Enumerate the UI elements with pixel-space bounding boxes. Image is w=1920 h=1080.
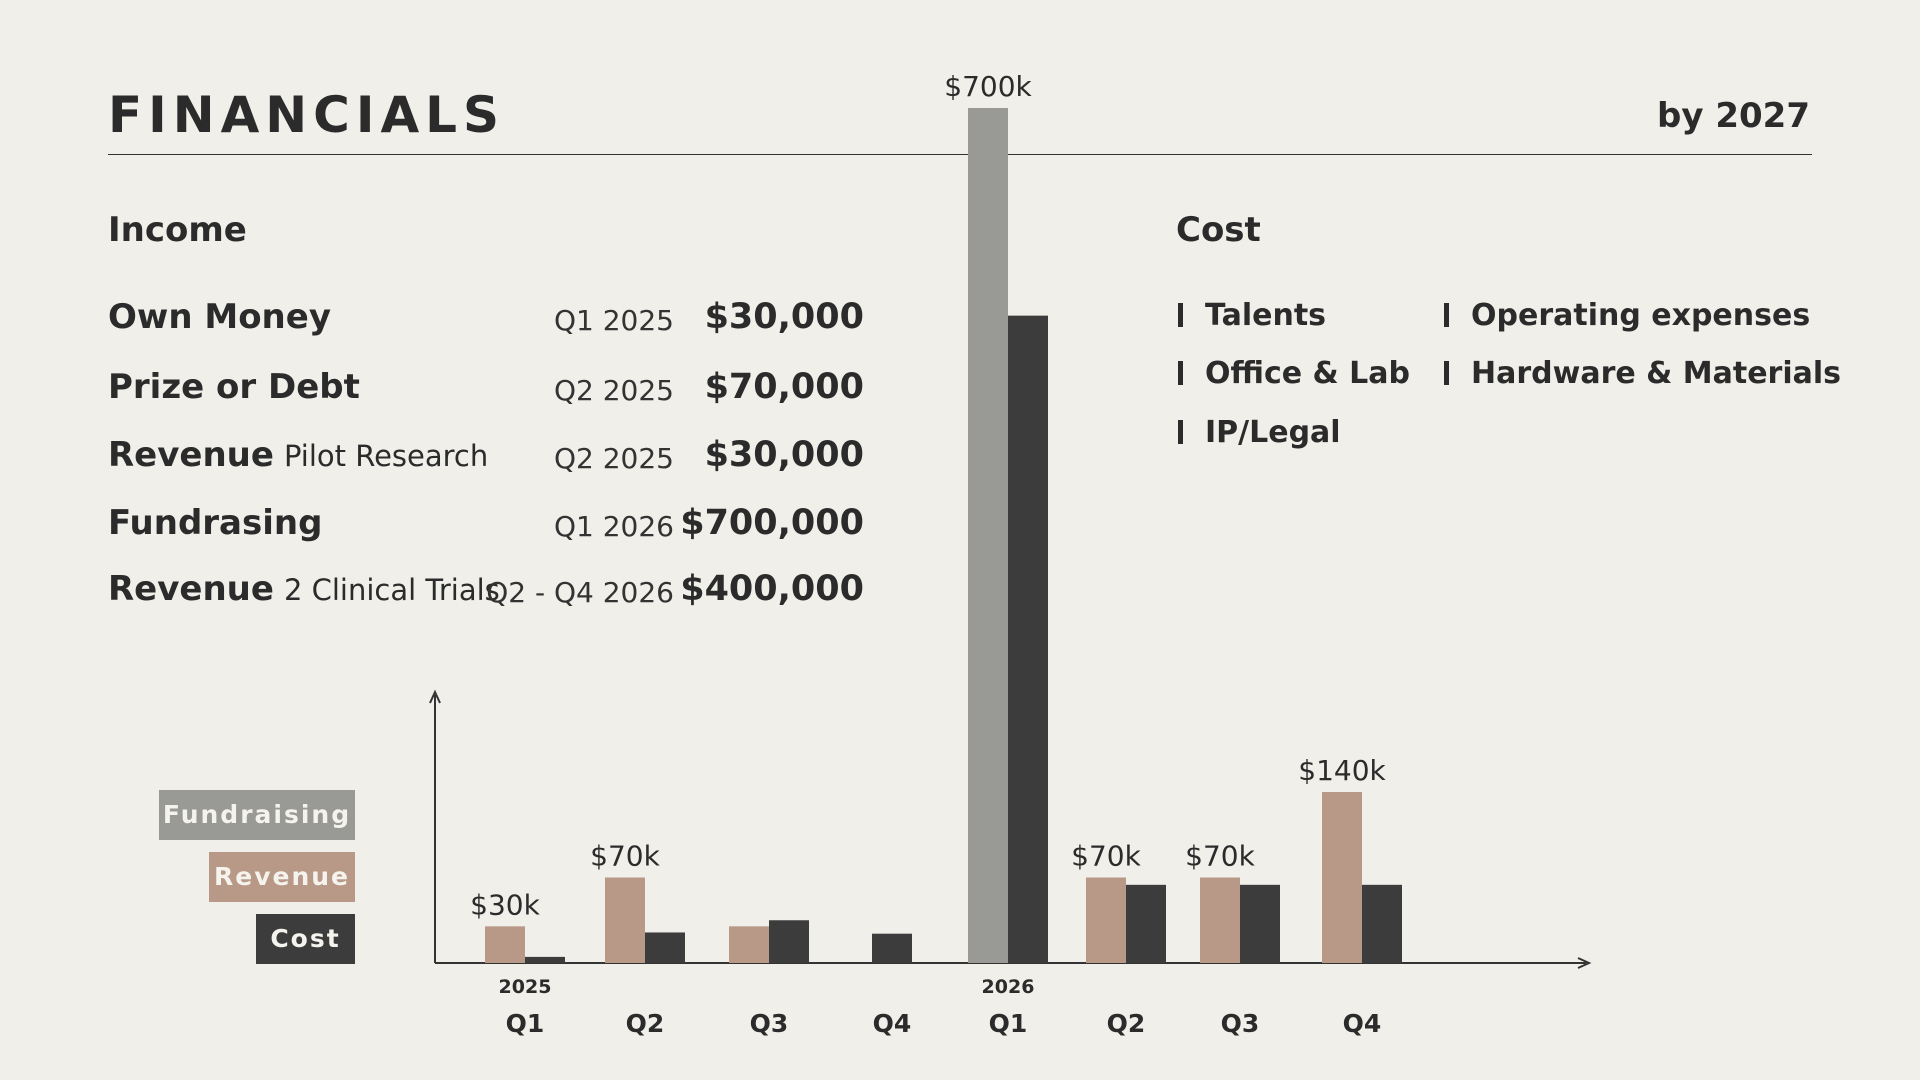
income-period: Q1 2026 [553, 510, 674, 543]
page-subtitle: by 2027 [1657, 96, 1810, 136]
cost-item-hardware: Hardware & Materials [1444, 356, 1841, 391]
income-label: Prize or Debt [108, 367, 360, 407]
revenue-bar [1086, 877, 1126, 963]
data-label: $700k [944, 70, 1032, 103]
income-amount: $30,000 [704, 297, 864, 337]
cost-bar [872, 933, 912, 963]
fundraising-bar [968, 108, 1008, 963]
cost-bar [645, 932, 685, 963]
income-row: Own Money Q1 2025 $30,000 [108, 293, 864, 343]
x-tick-label: Q2 [626, 1009, 665, 1038]
revenue-bar [1322, 792, 1362, 963]
income-period: Q2 - Q4 2026 [486, 576, 674, 609]
income-heading: Income [108, 210, 247, 250]
revenue-bar [729, 926, 769, 963]
legend-cost: Cost [256, 914, 355, 964]
income-label: Fundrasing [108, 503, 323, 543]
bullet-bar-icon [1444, 303, 1449, 327]
x-tick-label: Q3 [1221, 1009, 1260, 1038]
year-label: 2025 [499, 976, 552, 998]
income-note: 2 Clinical Trials [283, 573, 500, 607]
income-row: Revenue 2 Clinical Trials Q2 - Q4 2026 $4… [108, 565, 864, 615]
x-tick-label: Q1 [989, 1009, 1028, 1038]
cost-bar [1362, 884, 1402, 963]
data-label: $70k [1185, 840, 1255, 873]
income-amount: $70,000 [704, 367, 864, 407]
cost-bar [1008, 315, 1048, 964]
cost-item-talents: Talents [1178, 298, 1326, 333]
income-row: Revenue Pilot Research Q2 2025 $30,000 [108, 431, 864, 481]
revenue-bar [605, 877, 645, 963]
income-note: Pilot Research [283, 439, 489, 473]
bullet-bar-icon [1178, 303, 1183, 327]
data-label: $30k [470, 888, 540, 921]
income-row: Prize or Debt Q2 2025 $70,000 [108, 363, 864, 413]
income-period: Q2 2025 [553, 374, 674, 407]
income-amount: $30,000 [704, 435, 864, 475]
data-label: $70k [1071, 840, 1141, 873]
income-label: Revenue Pilot Research [108, 435, 489, 475]
legend-revenue: Revenue [209, 852, 355, 902]
y-axis-arrow-icon [429, 689, 441, 704]
cost-item-office: Office & Lab [1178, 356, 1410, 391]
income-period: Q2 2025 [553, 442, 674, 475]
page-title: FINANCIALS [108, 86, 506, 144]
cost-bar [769, 920, 809, 963]
bullet-bar-icon [1444, 361, 1449, 385]
x-tick-label: Q4 [1343, 1009, 1382, 1038]
x-tick-label: Q2 [1107, 1009, 1146, 1038]
cost-bar [1240, 884, 1280, 963]
revenue-bar [1200, 877, 1240, 963]
cost-bar [525, 956, 565, 963]
legend-fundraising: Fundraising [159, 790, 355, 840]
revenue-bar [485, 926, 525, 963]
cost-item-iplegal: IP/Legal [1178, 415, 1341, 450]
cost-bar [1126, 884, 1166, 963]
data-label: $140k [1298, 754, 1386, 787]
bullet-bar-icon [1178, 361, 1183, 385]
x-axis-arrow-icon [1577, 957, 1592, 969]
income-label: Revenue 2 Clinical Trials [108, 569, 500, 609]
data-label: $70k [590, 840, 660, 873]
title-divider [108, 154, 1812, 155]
x-tick-label: Q1 [506, 1009, 545, 1038]
cost-item-operating: Operating expenses [1444, 298, 1810, 333]
income-amount: $400,000 [680, 569, 864, 609]
income-period: Q1 2025 [553, 304, 674, 337]
year-label: 2026 [982, 976, 1035, 998]
bullet-bar-icon [1178, 420, 1183, 444]
cost-heading: Cost [1176, 210, 1261, 250]
income-label: Own Money [108, 297, 331, 337]
x-tick-label: Q3 [750, 1009, 789, 1038]
income-row: Fundrasing Q1 2026 $700,000 [108, 499, 864, 549]
income-amount: $700,000 [680, 503, 864, 543]
x-tick-label: Q4 [873, 1009, 912, 1038]
